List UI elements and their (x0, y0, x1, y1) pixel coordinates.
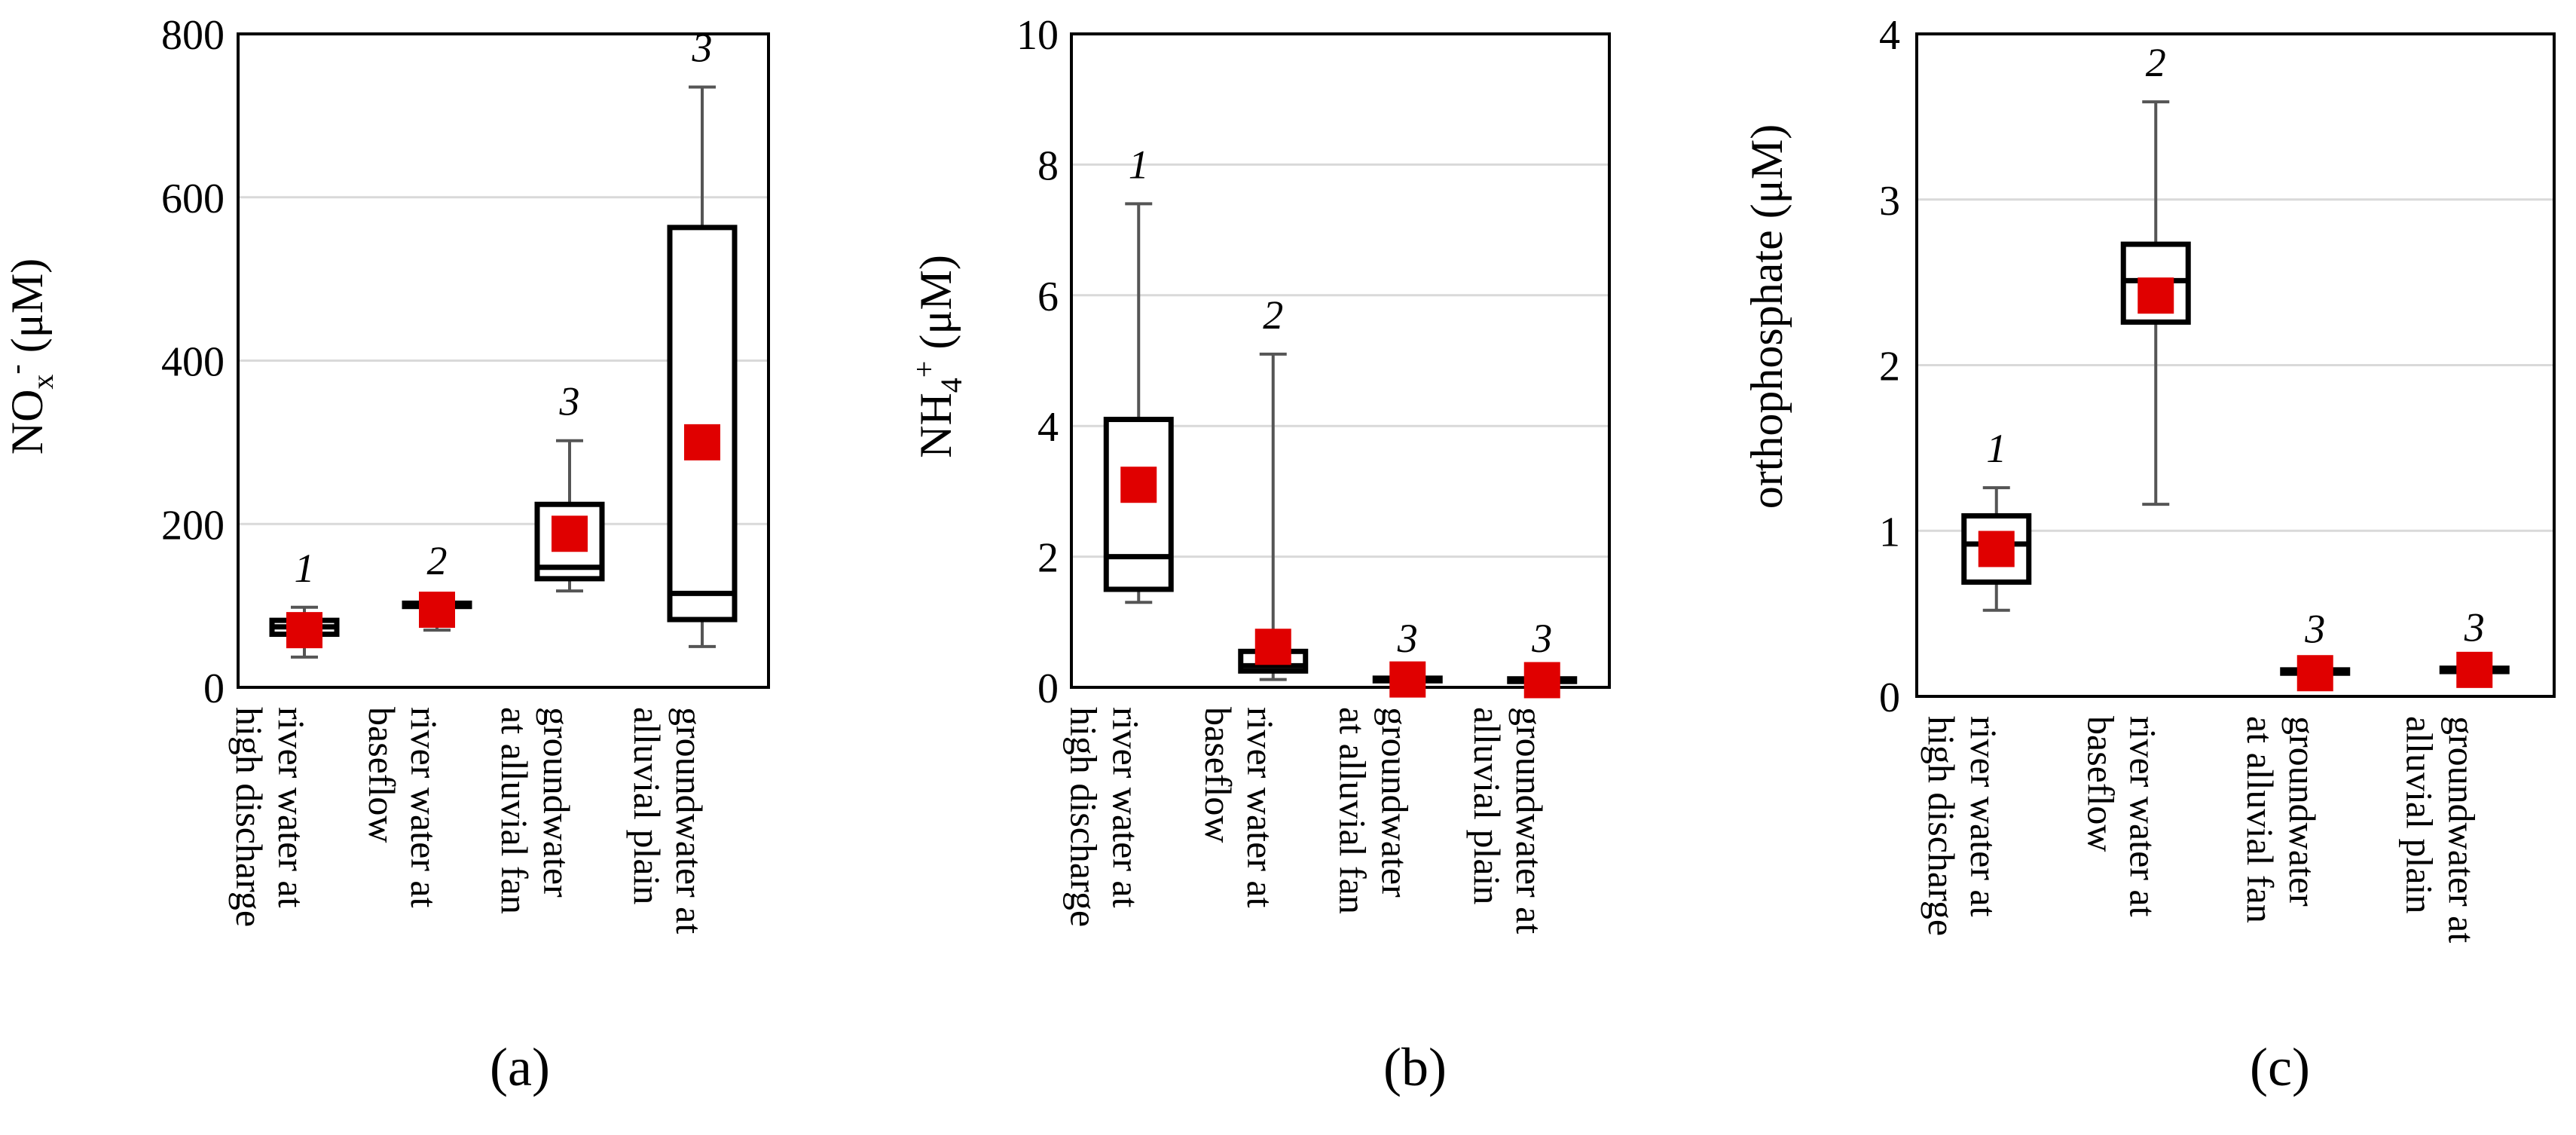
box-4: 3 (667, 25, 738, 648)
box-3: 3 (1372, 616, 1443, 698)
mean-marker (2296, 655, 2333, 692)
chart-panel-c: 0 1 2 3 4 orthophosphate (μM) 1 river water ath… (1742, 12, 2556, 1097)
y-axis-label: NOx- (μM) (0, 259, 60, 454)
box-2: 2 (2120, 40, 2191, 506)
mean-marker (2137, 277, 2174, 314)
panel-label: (c) (2250, 1037, 2310, 1097)
plot-frame (237, 32, 770, 689)
box-1: 1 (269, 546, 340, 659)
mean-marker (419, 592, 455, 629)
y-tick-label: 6 (1037, 274, 1059, 320)
group-label: 3 (1397, 616, 1418, 661)
box-iqr (1103, 417, 1174, 592)
y-tick-label: 0 (1037, 665, 1059, 712)
box-iqr (667, 225, 738, 623)
y-tick-label: 200 (161, 502, 225, 549)
y-tick-label: 4 (1879, 12, 1900, 59)
y-tick-label: 2 (1037, 535, 1059, 582)
box-2: 2 (402, 538, 472, 632)
box-1: 1 (1961, 426, 2032, 612)
group-label: 1 (295, 546, 315, 591)
box-1: 1 (1103, 142, 1174, 604)
mean-marker (286, 612, 322, 649)
category-label: river water athigh discharge (1062, 707, 1147, 927)
group-label: 3 (559, 379, 580, 424)
box-3: 3 (2280, 607, 2351, 692)
mean-marker (1254, 629, 1291, 665)
mean-marker (1120, 467, 1157, 503)
box-4: 3 (1507, 616, 1578, 699)
mean-marker (684, 424, 720, 460)
mean-marker (1389, 661, 1426, 698)
category-label: groundwater atalluvial plain (1466, 707, 1551, 934)
y-tick-label: 3 (1879, 178, 1900, 225)
category-label: groundwaterat alluvial fan (1331, 707, 1416, 914)
plot-frame (1070, 32, 1611, 689)
y-tick-label: 1 (1879, 509, 1900, 555)
y-tick-label: 600 (161, 176, 225, 222)
group-label: 3 (692, 25, 713, 70)
category-label: river water athigh discharge (228, 707, 313, 927)
group-label: 1 (1129, 142, 1149, 187)
y-tick-label: 10 (1016, 12, 1059, 59)
y-tick-label: 8 (1037, 142, 1059, 189)
chart-panel-a: 0 200 400 600 800 NOx- (μM) 1 river water athig… (0, 12, 770, 1097)
mean-marker (552, 515, 588, 552)
category-label: river water atbaseflow (1197, 707, 1282, 908)
panel-label: (b) (1383, 1037, 1447, 1097)
box-3: 3 (534, 379, 605, 593)
mean-marker (2456, 651, 2493, 688)
y-tick-label: 2 (1879, 344, 1900, 390)
y-tick-label: 0 (1879, 675, 1900, 721)
group-label: 3 (2304, 607, 2325, 652)
category-label: river water atbaseflow (2079, 716, 2164, 917)
y-tick-label: 4 (1037, 404, 1059, 451)
y-axis-label: orthophosphate (μM) (1742, 124, 1792, 509)
group-label: 3 (1531, 616, 1552, 661)
plot-frame (1915, 32, 2556, 698)
category-label: groundwater atalluvial plain (626, 707, 710, 934)
box-4: 3 (2439, 604, 2510, 688)
group-label: 2 (2146, 40, 2166, 85)
category-label: groundwaterat alluvial fan (494, 707, 578, 914)
y-tick-label: 0 (203, 665, 225, 712)
group-label: 2 (1263, 292, 1283, 338)
chart-panel-b: 0 2 4 6 8 10 NH4+ (μM) 1 river water athigh disc… (907, 12, 1611, 1097)
y-axis-label: NH4+ (μM) (907, 255, 968, 458)
group-label: 2 (427, 538, 448, 583)
y-tick-label: 800 (161, 12, 225, 59)
category-label: groundwaterat alluvial fan (2239, 716, 2324, 923)
y-tick-label: 400 (161, 339, 225, 386)
category-label: groundwater atalluvial plain (2398, 716, 2483, 943)
mean-marker (1523, 662, 1560, 699)
category-label: river water atbaseflow (361, 707, 445, 908)
category-label: river water athigh discharge (1921, 716, 2005, 936)
group-label: 3 (2464, 604, 2485, 650)
panel-label: (a) (490, 1037, 550, 1097)
mean-marker (1978, 531, 2015, 568)
box-2: 2 (1238, 292, 1309, 681)
group-label: 1 (1986, 426, 2006, 471)
